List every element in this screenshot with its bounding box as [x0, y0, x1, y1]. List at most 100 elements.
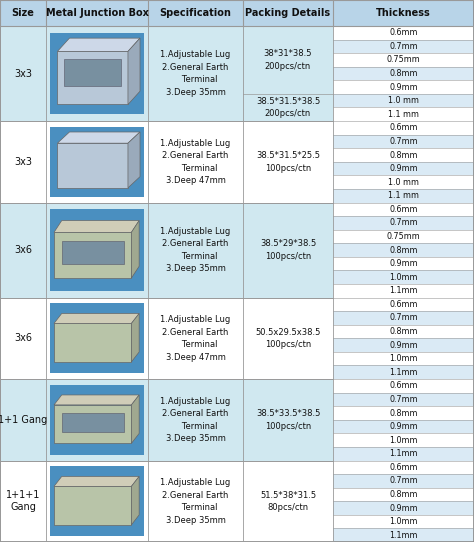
Bar	[0, 379, 333, 461]
Text: Metal Junction Box: Metal Junction Box	[46, 8, 148, 18]
Bar	[333, 284, 474, 298]
Bar	[50, 304, 144, 373]
Text: 0.7mm: 0.7mm	[389, 218, 418, 228]
Polygon shape	[54, 476, 139, 486]
Text: 0.9mm: 0.9mm	[389, 164, 418, 173]
Bar	[333, 325, 474, 338]
Bar	[50, 127, 144, 197]
Text: 1.1mm: 1.1mm	[389, 368, 418, 377]
Bar	[57, 51, 128, 105]
Bar	[333, 257, 474, 270]
Bar	[333, 392, 474, 406]
Text: 38*31*38.5
200pcs/ctn: 38*31*38.5 200pcs/ctn	[264, 49, 312, 70]
Text: 1.1 mm: 1.1 mm	[388, 110, 419, 119]
Text: 0.8mm: 0.8mm	[389, 69, 418, 78]
Bar	[333, 176, 474, 189]
Text: 1+1 Gang: 1+1 Gang	[0, 415, 47, 425]
Polygon shape	[54, 221, 139, 233]
Bar	[333, 121, 474, 134]
Bar	[333, 216, 474, 230]
Text: 0.7mm: 0.7mm	[389, 476, 418, 486]
Polygon shape	[54, 395, 139, 405]
Text: 0.8mm: 0.8mm	[389, 327, 418, 336]
Text: 38.5*29*38.5
100pcs/ctn: 38.5*29*38.5 100pcs/ctn	[260, 240, 316, 261]
Text: 1.0mm: 1.0mm	[389, 354, 418, 363]
Text: 1.Adjustable Lug
2.General Earth
   Terminal
3.Deep 35mm: 1.Adjustable Lug 2.General Earth Termina…	[160, 227, 231, 273]
Text: 0.8mm: 0.8mm	[389, 151, 418, 159]
Bar	[333, 40, 474, 53]
Text: 38.5*31.5*38.5
200pcs/ctn: 38.5*31.5*38.5 200pcs/ctn	[256, 96, 320, 118]
Text: 0.9mm: 0.9mm	[389, 422, 418, 431]
Text: 1.0mm: 1.0mm	[389, 517, 418, 526]
Polygon shape	[131, 313, 139, 362]
Bar	[333, 352, 474, 365]
Bar	[50, 466, 144, 536]
Bar	[333, 447, 474, 461]
Text: 0.6mm: 0.6mm	[389, 300, 418, 309]
Text: 1.0mm: 1.0mm	[389, 273, 418, 282]
Text: 1.0mm: 1.0mm	[389, 436, 418, 444]
Text: 1.1mm: 1.1mm	[389, 531, 418, 540]
Bar	[333, 107, 474, 121]
Bar	[62, 242, 124, 264]
Text: 0.6mm: 0.6mm	[389, 463, 418, 472]
Bar	[333, 148, 474, 162]
Bar	[333, 162, 474, 176]
Text: 1.Adjustable Lug
2.General Earth
   Terminal
3.Deep 47mm: 1.Adjustable Lug 2.General Earth Termina…	[160, 315, 231, 362]
Polygon shape	[128, 38, 140, 105]
Text: 50.5x29.5x38.5
100pcs/ctn: 50.5x29.5x38.5 100pcs/ctn	[255, 327, 321, 349]
Bar	[333, 311, 474, 325]
Text: 0.9mm: 0.9mm	[389, 259, 418, 268]
Text: 0.7mm: 0.7mm	[389, 42, 418, 51]
Bar	[54, 486, 131, 525]
Bar	[0, 203, 333, 298]
Bar	[333, 67, 474, 80]
Text: 0.75mm: 0.75mm	[387, 55, 420, 64]
Bar	[333, 488, 474, 501]
Bar	[57, 143, 128, 188]
Text: Specification: Specification	[160, 8, 231, 18]
Bar	[333, 515, 474, 528]
Bar	[333, 338, 474, 352]
Bar	[333, 461, 474, 474]
Bar	[0, 298, 333, 379]
Text: 1.Adjustable Lug
2.General Earth
   Terminal
3.Deep 35mm: 1.Adjustable Lug 2.General Earth Termina…	[160, 397, 231, 443]
Bar	[333, 189, 474, 203]
Text: 0.7mm: 0.7mm	[389, 137, 418, 146]
Bar	[0, 26, 333, 121]
Bar	[333, 243, 474, 257]
Text: 0.6mm: 0.6mm	[389, 124, 418, 132]
Bar	[333, 134, 474, 148]
Bar	[0, 0, 474, 26]
Text: 38.5*31.5*25.5
100pcs/ctn: 38.5*31.5*25.5 100pcs/ctn	[256, 151, 320, 172]
Text: 0.6mm: 0.6mm	[389, 382, 418, 390]
Text: 1.1 mm: 1.1 mm	[388, 191, 419, 200]
Polygon shape	[128, 132, 140, 188]
Text: 3x6: 3x6	[14, 333, 32, 343]
Bar	[333, 230, 474, 243]
Text: 51.5*38*31.5
80pcs/ctn: 51.5*38*31.5 80pcs/ctn	[260, 491, 316, 512]
Bar	[333, 528, 474, 542]
Bar	[333, 474, 474, 488]
Bar	[50, 209, 144, 291]
Text: Thickness: Thickness	[376, 8, 431, 18]
Bar	[333, 80, 474, 94]
Text: 1.Adjustable Lug
2.General Earth
   Terminal
3.Deep 35mm: 1.Adjustable Lug 2.General Earth Termina…	[160, 478, 231, 525]
Text: 1+1+1
Gang: 1+1+1 Gang	[6, 491, 40, 512]
Bar	[0, 121, 333, 203]
Text: 0.9mm: 0.9mm	[389, 340, 418, 350]
Bar	[54, 233, 131, 278]
Text: 0.8mm: 0.8mm	[389, 246, 418, 255]
Text: 1.1mm: 1.1mm	[389, 449, 418, 458]
Text: 0.6mm: 0.6mm	[389, 28, 418, 37]
Text: 1.0 mm: 1.0 mm	[388, 96, 419, 105]
Bar	[333, 420, 474, 434]
Polygon shape	[54, 313, 139, 324]
Bar	[333, 26, 474, 40]
Polygon shape	[57, 38, 140, 51]
Text: Size: Size	[11, 8, 35, 18]
Text: 38.5*33.5*38.5
100pcs/ctn: 38.5*33.5*38.5 100pcs/ctn	[256, 409, 320, 430]
Bar	[333, 406, 474, 420]
Polygon shape	[57, 132, 140, 143]
Bar	[54, 405, 131, 443]
